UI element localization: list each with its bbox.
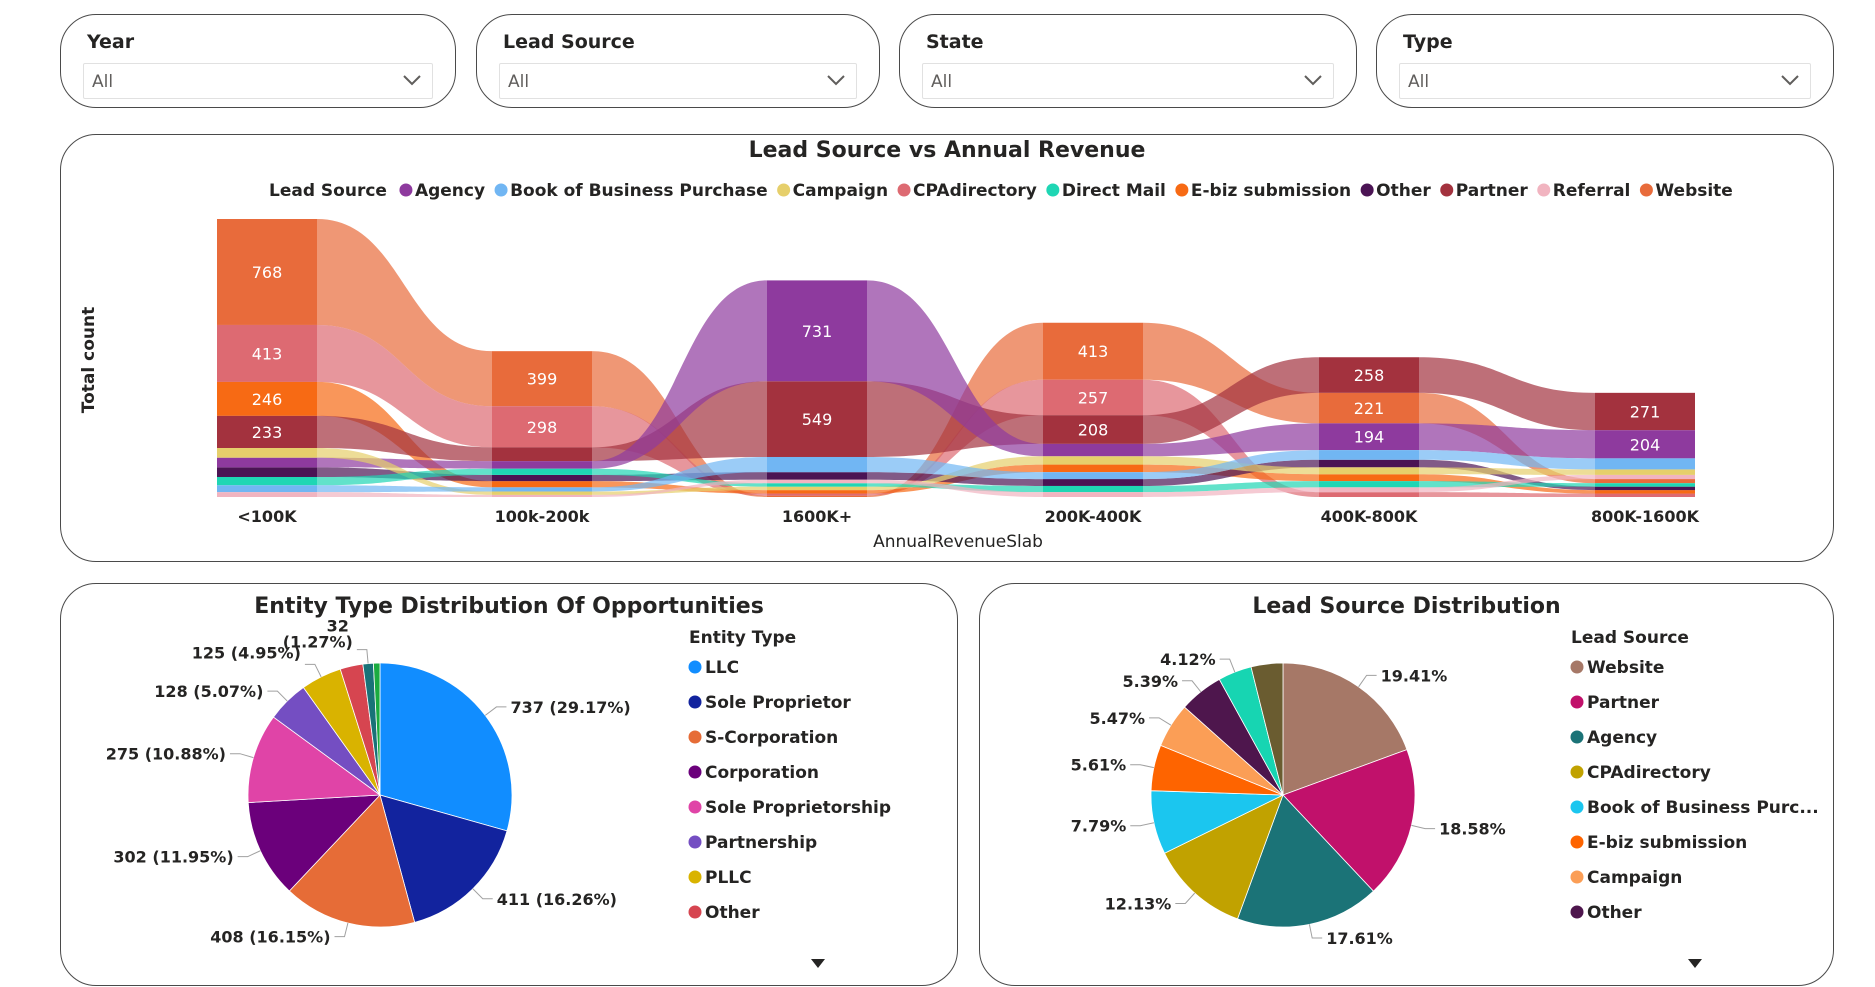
legend-scroll-down-icon[interactable]: [1686, 957, 1704, 969]
ribbon-chart-title: Lead Source vs Annual Revenue: [748, 138, 1146, 163]
filter-year-title: Year: [87, 31, 135, 53]
filter-lead-source-dropdown[interactable]: All: [499, 63, 857, 99]
legend-scroll-down-icon[interactable]: [809, 957, 827, 969]
lead-source-pie-title: Lead Source Distribution: [1252, 594, 1561, 619]
chevron-down-icon: [1781, 75, 1799, 86]
filter-year-dropdown[interactable]: All: [83, 63, 433, 99]
entity-pie-card: Entity Type Distribution Of Opportunitie…: [60, 583, 958, 986]
filter-lead-source-value: All: [508, 72, 530, 92]
filter-type: Type All: [1376, 14, 1834, 108]
filter-state-title: State: [926, 31, 984, 53]
entity-pie-title: Entity Type Distribution Of Opportunitie…: [254, 594, 764, 619]
filter-type-value: All: [1408, 72, 1430, 92]
filter-year: Year All: [60, 14, 456, 108]
chevron-down-icon: [827, 75, 845, 86]
filter-state: State All: [899, 14, 1357, 108]
filter-year-value: All: [92, 72, 114, 92]
filter-state-value: All: [931, 72, 953, 92]
chevron-down-icon: [403, 75, 421, 86]
filter-state-dropdown[interactable]: All: [922, 63, 1334, 99]
filter-lead-source: Lead Source All: [476, 14, 880, 108]
filter-type-title: Type: [1403, 31, 1453, 53]
lead-source-pie-card: Lead Source Distribution: [979, 583, 1834, 986]
filter-lead-source-title: Lead Source: [503, 31, 635, 53]
ribbon-chart-card: Lead Source vs Annual Revenue: [60, 134, 1834, 562]
chevron-down-icon: [1304, 75, 1322, 86]
filter-type-dropdown[interactable]: All: [1399, 63, 1811, 99]
